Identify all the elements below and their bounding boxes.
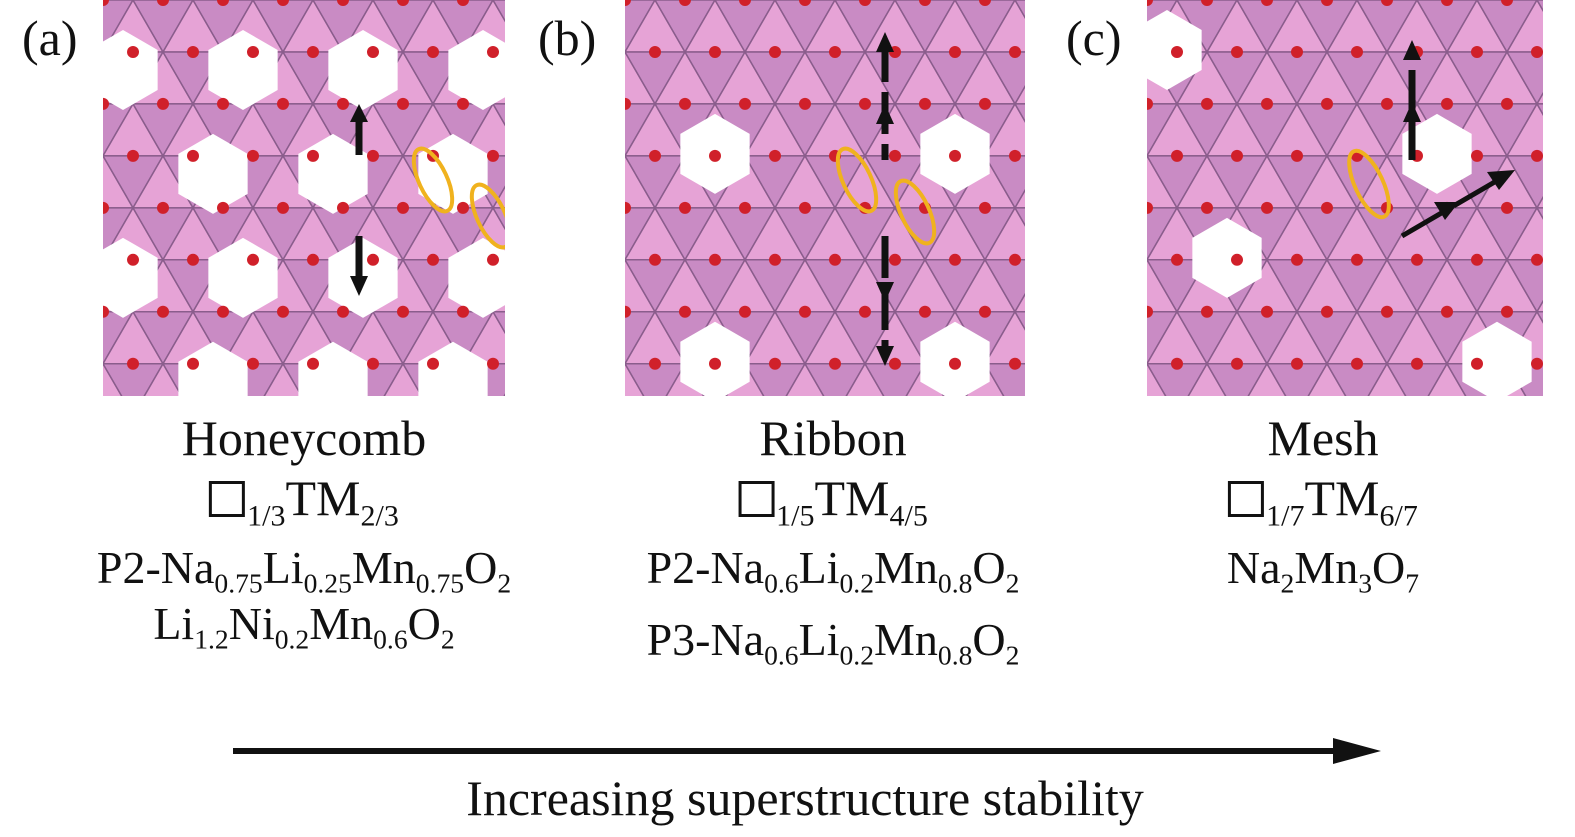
- vacancy-fraction: 1/7: [1266, 499, 1305, 533]
- element-symbol: Na: [1226, 542, 1281, 593]
- vacancy-formula: 1/7TM6/7: [1227, 468, 1419, 531]
- stoichiometry-subscript: 0.8: [937, 639, 973, 671]
- tm-fraction: 4/5: [889, 499, 928, 533]
- element-symbol: Mn: [309, 598, 374, 649]
- stability-trend-arrow: [233, 736, 1383, 766]
- ribbon-lattice: [625, 0, 1025, 396]
- element-symbol: O: [464, 542, 498, 593]
- structure-name: Ribbon: [759, 410, 907, 466]
- tm-symbol: TM: [285, 470, 361, 526]
- honeycomb-lattice: [103, 0, 505, 396]
- stoichiometry-subscript: 0.75: [415, 567, 465, 599]
- element-symbol: P3-Na: [646, 614, 765, 665]
- element-symbol: Mn: [874, 614, 938, 665]
- structure-name: Mesh: [1267, 410, 1379, 466]
- stoichiometry-subscript: 0.2: [839, 639, 875, 671]
- vacancy-formula: 1/3TM2/3: [97, 468, 511, 531]
- tm-symbol: TM: [814, 470, 890, 526]
- element-symbol: Li: [798, 614, 840, 665]
- ribbon-structure-image: [625, 0, 1025, 396]
- vacancy-square-icon: [1228, 481, 1265, 517]
- tm-fraction: 6/7: [1379, 499, 1418, 533]
- panel-label-c: (c): [1066, 10, 1122, 66]
- stoichiometry-subscript: 2: [1280, 567, 1295, 599]
- honeycomb-structure-image: [103, 0, 505, 396]
- stoichiometry-subscript: 3: [1358, 567, 1373, 599]
- formula-line: P2-Na0.75Li0.25Mn0.75O2: [96, 540, 512, 599]
- vacancy-square-icon: [209, 481, 246, 517]
- formula-line: Na2Mn3O7: [1226, 540, 1420, 599]
- stoichiometry-subscript: 0.6: [764, 567, 799, 599]
- stoichiometry-subscript: 0.75: [214, 567, 263, 599]
- mesh-structure-image: [1147, 0, 1543, 396]
- panel-label-b: (b): [538, 10, 597, 66]
- stoichiometry-subscript: 2: [1005, 639, 1020, 671]
- element-symbol: P2-Na: [646, 542, 765, 593]
- element-symbol: Mn: [351, 542, 416, 593]
- stoichiometry-subscript: 0.2: [839, 567, 875, 599]
- stoichiometry-subscript: 1.2: [194, 623, 229, 655]
- element-symbol: O: [1372, 542, 1406, 593]
- vacancy-square-icon: [738, 481, 775, 517]
- stoichiometry-subscript: 7: [1405, 567, 1420, 599]
- element-symbol: Li: [798, 542, 840, 593]
- formula-line: P3-Na0.6Li0.2Mn0.8O2: [646, 612, 1020, 671]
- mesh-caption: Mesh 1/7TM6/7 Na2Mn3O7: [1226, 408, 1420, 599]
- mesh-lattice: [1147, 0, 1543, 396]
- element-symbol: Mn: [1294, 542, 1359, 593]
- stoichiometry-subscript: 0.6: [764, 639, 799, 671]
- element-symbol: Ni: [228, 598, 275, 649]
- formula-line: Li1.2Ni0.2Mn0.6O2: [97, 596, 511, 655]
- ribbon-caption: Ribbon 1/5TM4/5 P2-Na0.6Li0.2Mn0.8O2 P3-…: [646, 408, 1020, 671]
- stoichiometry-subscript: 0.6: [373, 623, 408, 655]
- stoichiometry-subscript: 0.8: [937, 567, 973, 599]
- stoichiometry-subscript: 0.25: [303, 567, 352, 599]
- stoichiometry-subscript: 2: [440, 623, 455, 655]
- element-symbol: Mn: [874, 542, 938, 593]
- vacancy-formula: 1/5TM4/5: [647, 468, 1020, 531]
- tm-fraction: 2/3: [360, 499, 399, 533]
- element-symbol: O: [972, 542, 1006, 593]
- element-symbol: P2-Na: [96, 542, 215, 593]
- honeycomb-caption: Honeycomb 1/3TM2/3 P2-Na0.75Li0.25Mn0.75…: [96, 408, 512, 655]
- element-symbol: O: [407, 598, 441, 649]
- element-symbol: Li: [153, 598, 195, 649]
- stoichiometry-subscript: 0.2: [274, 623, 310, 655]
- vacancy-fraction: 1/5: [776, 499, 815, 533]
- element-symbol: O: [972, 614, 1006, 665]
- element-symbol: Li: [262, 542, 304, 593]
- panel-label-a: (a): [22, 10, 78, 66]
- stoichiometry-subscript: 2: [1005, 567, 1020, 599]
- vacancy-fraction: 1/3: [247, 499, 286, 533]
- structure-name: Honeycomb: [181, 410, 427, 466]
- formula-line: P2-Na0.6Li0.2Mn0.8O2: [646, 540, 1020, 599]
- stoichiometry-subscript: 2: [497, 567, 512, 599]
- stability-trend-label: Increasing superstructure stability: [466, 770, 1144, 826]
- tm-symbol: TM: [1304, 470, 1380, 526]
